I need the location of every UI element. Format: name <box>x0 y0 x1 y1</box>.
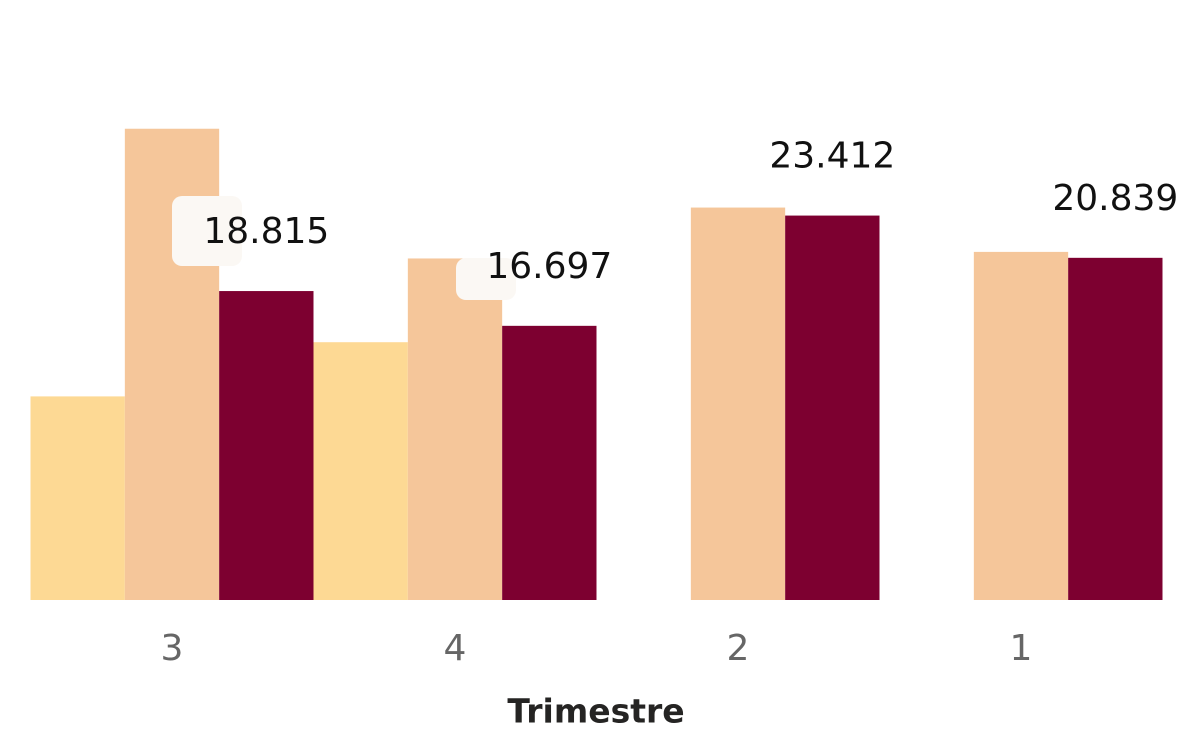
bar <box>1068 257 1163 600</box>
bar <box>30 396 125 600</box>
x-axis-title: Trimestre <box>507 692 684 731</box>
x-tick-label: 2 <box>727 628 750 669</box>
tooltip-box <box>172 196 242 266</box>
data-label: 18.815 <box>203 211 329 252</box>
bar <box>690 207 786 600</box>
x-tick-label: 3 <box>161 628 184 669</box>
tooltip-box <box>456 258 516 300</box>
bar <box>502 325 597 600</box>
x-tick-label: 4 <box>444 628 467 669</box>
data-label: 23.412 <box>769 136 895 177</box>
series-group <box>30 342 408 600</box>
bar <box>219 291 314 600</box>
bar <box>313 342 408 600</box>
series-group <box>219 215 1163 601</box>
labels: 3 18.815 4 16.697 2 23.412 1 20.839 <box>161 136 1179 669</box>
data-label: 20.839 <box>1052 178 1178 219</box>
x-tick-label: 1 <box>1010 628 1033 669</box>
bar <box>785 215 880 601</box>
bar <box>973 251 1069 600</box>
data-label: 16.697 <box>486 246 612 287</box>
bar <box>407 258 503 600</box>
series-group <box>124 128 1069 600</box>
